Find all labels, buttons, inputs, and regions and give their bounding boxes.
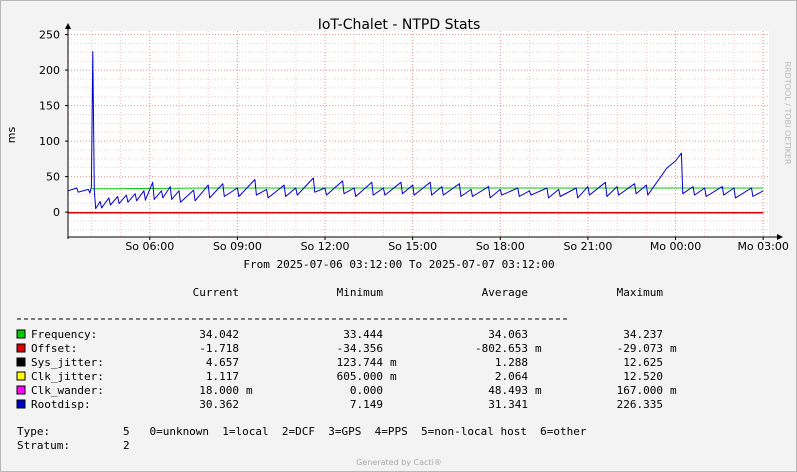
legend-value: 4.657	[206, 356, 239, 369]
legend-label: Rootdisp:	[31, 398, 91, 411]
x-tick-label: So 12:00	[301, 240, 350, 253]
legend-unit: m	[535, 342, 542, 355]
legend-value: 2.064	[495, 370, 528, 383]
legend-row: Rootdisp: 30.362 7.149 31.341 226.335	[16, 398, 663, 411]
legend-value: 34.237	[623, 328, 663, 341]
stratum-line: Stratum: 2	[17, 439, 130, 452]
legend-value: 1.117	[206, 370, 239, 383]
y-axis-label: ms	[5, 127, 18, 144]
legend-value: 226.335	[617, 398, 663, 411]
legend-value: 33.444	[343, 328, 383, 341]
legend-swatch	[16, 343, 26, 353]
legend-value: 12.625	[623, 356, 663, 369]
legend-value: 31.341	[488, 398, 528, 411]
legend-unit: m	[670, 342, 677, 355]
legend-swatch	[16, 371, 26, 381]
legend-value: 123.744	[337, 356, 384, 369]
header-minimum: Minimum	[337, 286, 384, 299]
y-tick-label: 200	[39, 64, 60, 77]
legend-value: 0.000	[350, 384, 383, 397]
plot-area	[68, 31, 769, 237]
legend-label: Sys_jitter:	[31, 356, 104, 369]
legend-label: Frequency:	[31, 328, 97, 341]
legend-unit: m	[535, 384, 542, 397]
legend-value: 1.288	[495, 356, 528, 369]
legend-value: 34.042	[199, 328, 239, 341]
x-tick-label: So 09:00	[213, 240, 262, 253]
legend-row: Frequency: 34.042 33.444 34.063 34.237	[16, 328, 663, 341]
generated-by-footer: Generated by Cacti®	[356, 458, 442, 467]
legend-row: Offset: -1.718 -34.356 -802.653 m -29.073 m	[16, 342, 677, 355]
y-tick-label: 100	[39, 135, 60, 148]
legend-swatch	[16, 399, 26, 409]
header-maximum: Maximum	[617, 286, 664, 299]
legend-unit: m	[670, 384, 677, 397]
axes	[65, 23, 783, 240]
legend-value: 167.000	[617, 384, 663, 397]
y-tick-label: 150	[39, 100, 60, 113]
legend-label: Clk_wander:	[31, 384, 104, 397]
time-range: From 2025-07-06 03:12:00 To 2025-07-07 0…	[243, 258, 554, 271]
legend-value: 18.000	[199, 384, 239, 397]
x-tick-label: So 18:00	[476, 240, 525, 253]
x-axis-arrow	[777, 234, 783, 240]
legend-value: -29.073	[617, 342, 663, 355]
legend-value: 34.063	[488, 328, 528, 341]
legend-table: Frequency: 34.042 33.444 34.063 34.237Offset…	[16, 328, 677, 411]
legend-row: Clk_wander: 18.000 m 0.000 48.493 m 167.000 m	[16, 384, 677, 397]
legend-label: Offset:	[31, 342, 77, 355]
x-tick-label: So 15:00	[388, 240, 437, 253]
legend-label: Clk_jitter:	[31, 370, 104, 383]
series-rootdisp	[67, 51, 764, 210]
x-tick-label: Mo 00:00	[650, 240, 701, 253]
header-average: Average	[482, 286, 528, 299]
legend-swatch	[16, 385, 26, 395]
legend-unit: m	[390, 356, 397, 369]
series-layer	[67, 51, 764, 214]
legend-header: Current Minimum Average Maximum	[193, 286, 664, 299]
x-tick-labels: So 06:00 So 09:00 So 12:00 So 15:00 So 18:00…	[125, 237, 789, 253]
legend-value: 48.493	[488, 384, 528, 397]
legend-value: -1.718	[199, 342, 239, 355]
legend-value: 30.362	[199, 398, 239, 411]
y-axis-arrow	[65, 23, 71, 29]
y-tick-label: 0	[53, 206, 60, 219]
type-line: Type: 5 0=unknown 1=local 2=DCF 3=GPS 4=…	[17, 425, 587, 438]
legend-unit: m	[390, 370, 397, 383]
legend-unit: m	[246, 384, 253, 397]
x-tick-label: So 06:00	[125, 240, 174, 253]
header-current: Current	[193, 286, 239, 299]
legend-row: Sys_jitter: 4.657 123.744 m 1.288 12.625	[16, 356, 663, 369]
grid	[68, 31, 769, 237]
rrdtool-watermark: RRDTOOL / TOBI OETIKER	[783, 61, 792, 164]
legend-value: -34.356	[337, 342, 383, 355]
legend-value: 7.149	[350, 398, 383, 411]
legend-swatch	[16, 357, 26, 367]
legend-row: Clk_jitter: 1.117 605.000 m 2.064 12.520	[16, 370, 663, 383]
legend-value: 12.520	[623, 370, 663, 383]
chart-title: IoT-Chalet - NTPD Stats	[318, 17, 481, 33]
legend-value: -802.653	[475, 342, 528, 355]
y-tick-label: 50	[46, 171, 60, 184]
y-tick-labels: 250 200 150 100 50 0	[39, 29, 68, 219]
legend-swatch	[16, 329, 26, 339]
legend-value: 605.000	[337, 370, 383, 383]
x-tick-label: Mo 03:00	[737, 240, 788, 253]
x-tick-label: So 21:00	[563, 240, 612, 253]
y-tick-label: 250	[39, 29, 60, 42]
